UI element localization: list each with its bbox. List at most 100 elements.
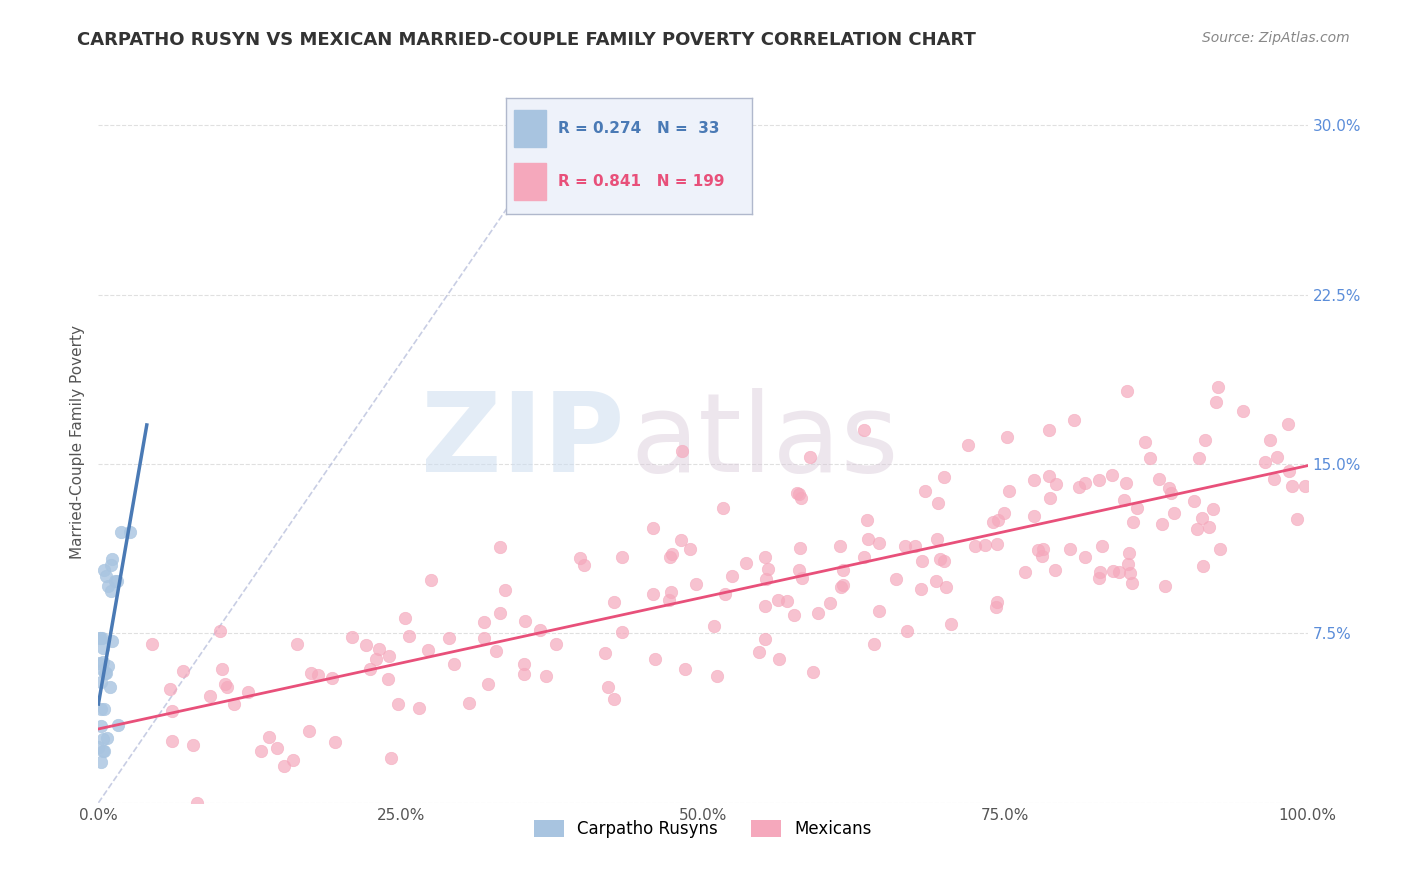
Point	[141, 637, 163, 651]
Point	[1101, 467, 1123, 482]
Text: atlas: atlas	[630, 388, 898, 495]
Point	[266, 740, 288, 755]
Point	[398, 629, 420, 643]
Point	[598, 680, 620, 694]
Point	[90, 719, 112, 733]
Point	[544, 637, 567, 651]
Point	[831, 578, 853, 592]
Text: R = 0.841   N = 199: R = 0.841 N = 199	[558, 174, 724, 189]
Point	[494, 583, 516, 598]
Point	[1088, 571, 1111, 585]
Point	[853, 550, 876, 565]
Point	[896, 624, 918, 638]
Point	[90, 755, 112, 769]
Bar	[513, 110, 546, 147]
Point	[94, 666, 117, 681]
Point	[250, 744, 273, 758]
Point	[792, 572, 814, 586]
Point	[93, 663, 115, 677]
Point	[910, 582, 932, 596]
Point	[1031, 549, 1053, 563]
Point	[477, 676, 499, 690]
Point	[914, 483, 936, 498]
Point	[768, 652, 790, 666]
Point	[380, 751, 402, 765]
Point	[489, 541, 512, 555]
Point	[89, 632, 111, 646]
Point	[281, 753, 304, 767]
Point	[1206, 380, 1229, 394]
Point	[1014, 565, 1036, 579]
Point	[91, 632, 114, 646]
Point	[658, 549, 681, 564]
Point	[368, 642, 391, 657]
Point	[1022, 473, 1045, 487]
Point	[87, 740, 110, 755]
Y-axis label: Married-Couple Family Poverty: Married-Couple Family Poverty	[69, 325, 84, 558]
Point	[97, 579, 120, 593]
Point	[437, 631, 460, 645]
Point	[513, 667, 536, 681]
Point	[807, 606, 830, 620]
Point	[661, 547, 683, 561]
Point	[799, 450, 821, 465]
Point	[97, 658, 120, 673]
Point	[927, 496, 949, 510]
Point	[323, 735, 346, 749]
Point	[1133, 434, 1156, 449]
Point	[644, 652, 666, 666]
Point	[641, 521, 664, 535]
Point	[100, 558, 122, 572]
Point	[789, 563, 811, 577]
Point	[211, 662, 233, 676]
Point	[789, 487, 811, 501]
Point	[172, 664, 194, 678]
Point	[1232, 403, 1254, 417]
Point	[1202, 501, 1225, 516]
Point	[790, 491, 813, 505]
Point	[90, 702, 112, 716]
Point	[853, 423, 876, 437]
Point	[387, 697, 409, 711]
Point	[1265, 450, 1288, 465]
Point	[593, 646, 616, 660]
Point	[1159, 481, 1181, 495]
Point	[93, 563, 115, 577]
Point	[904, 539, 927, 553]
Point	[419, 573, 441, 587]
Point	[1063, 413, 1085, 427]
Point	[974, 538, 997, 552]
Point	[610, 549, 633, 564]
Point	[758, 562, 780, 576]
Point	[1090, 565, 1112, 579]
Text: ZIP: ZIP	[420, 388, 624, 495]
Point	[987, 513, 1010, 527]
Point	[107, 718, 129, 732]
Point	[612, 625, 634, 640]
Point	[214, 677, 236, 691]
Point	[863, 637, 886, 651]
Point	[884, 572, 907, 586]
Point	[1277, 417, 1299, 431]
Point	[603, 691, 626, 706]
Point	[103, 574, 125, 588]
Point	[1194, 434, 1216, 448]
Point	[1198, 520, 1220, 534]
Point	[1038, 423, 1060, 437]
Point	[418, 643, 440, 657]
Point	[96, 731, 118, 746]
Point	[986, 600, 1008, 615]
Point	[1263, 473, 1285, 487]
Point	[673, 662, 696, 676]
Point	[956, 438, 979, 452]
Point	[1115, 384, 1137, 399]
Point	[1091, 539, 1114, 553]
Point	[238, 685, 260, 699]
Point	[91, 744, 114, 758]
Point	[1187, 450, 1209, 465]
Point	[786, 485, 808, 500]
Point	[706, 669, 728, 683]
Point	[1059, 541, 1081, 556]
Point	[754, 549, 776, 564]
Point	[868, 604, 890, 618]
